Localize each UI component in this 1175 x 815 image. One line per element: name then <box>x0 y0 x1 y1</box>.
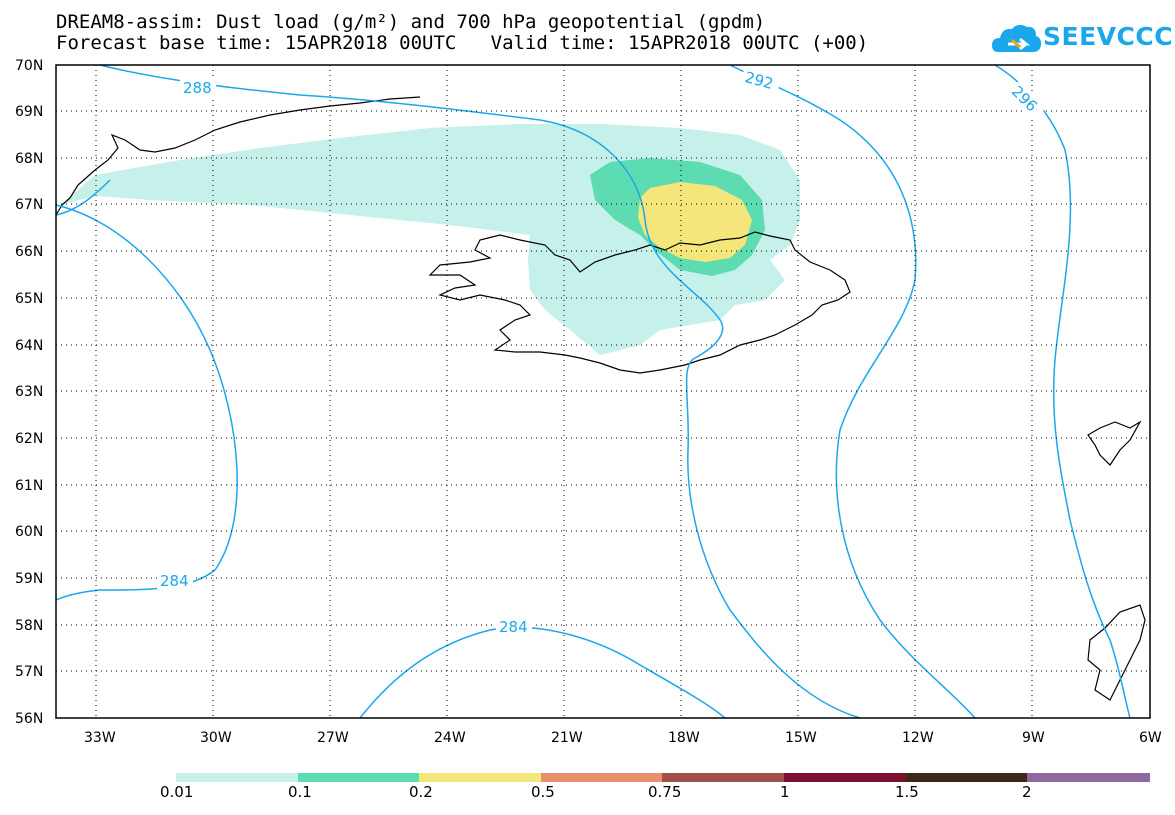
colorbar-swatch <box>1027 773 1150 782</box>
lat-label: 60N <box>15 524 43 540</box>
lat-label: 68N <box>15 151 43 167</box>
colorbar-swatch <box>176 773 298 782</box>
lon-label: 27W <box>317 730 349 746</box>
logo-text: SEEVCCC <box>1043 22 1174 51</box>
contour-296 <box>994 64 1131 719</box>
geopotential-contours <box>55 64 1131 719</box>
lat-label: 62N <box>15 431 43 447</box>
lat-label: 64N <box>15 338 43 354</box>
lon-label: 12W <box>902 730 934 746</box>
colorbar-swatch <box>419 773 541 782</box>
colorbar-label: 0.5 <box>531 783 555 801</box>
lat-label: 58N <box>15 618 43 634</box>
lon-label: 18W <box>668 730 700 746</box>
lon-label: 30W <box>200 730 232 746</box>
faroe-islands <box>1087 420 1142 466</box>
colorbar-swatch <box>784 773 906 782</box>
contour-292 <box>729 64 976 719</box>
colorbar-swatch <box>906 773 1027 782</box>
title-line-2: Forecast base time: 15APR2018 00UTC Vali… <box>56 32 869 54</box>
lat-label: 63N <box>15 384 43 400</box>
map-frame <box>55 64 1151 719</box>
colorbar-swatch <box>541 773 662 782</box>
lat-label: 61N <box>15 478 43 494</box>
dust-load-shading <box>60 124 800 355</box>
contour-288 <box>55 64 861 719</box>
colorbar-swatch <box>298 773 419 782</box>
cloud-logo-icon <box>992 24 1042 52</box>
title-line-1: DREAM8-assim: Dust load (g/m²) and 700 h… <box>56 11 766 33</box>
colorbar-label: 1.5 <box>895 783 919 801</box>
lat-label: 65N <box>15 291 43 307</box>
lon-label: 33W <box>84 730 116 746</box>
contour-label-292: 292 <box>743 68 775 93</box>
longitude-labels: 33W 30W 27W 24W 21W 18W 15W 12W 9W 6W <box>84 730 1162 746</box>
lat-label: 56N <box>15 711 43 727</box>
lon-label: 9W <box>1022 730 1045 746</box>
lat-label: 70N <box>15 58 43 74</box>
coastline <box>55 96 1146 701</box>
colorbar-swatch <box>662 773 784 782</box>
colorbar-label: 0.75 <box>648 783 682 801</box>
lon-label: 24W <box>434 730 466 746</box>
contour-label-284-south: 284 <box>499 618 528 636</box>
lat-label: 66N <box>15 244 43 260</box>
lat-label: 67N <box>15 197 43 213</box>
contour-label-284-west: 284 <box>160 572 189 590</box>
lat-label: 57N <box>15 664 43 680</box>
iceland-coast <box>428 231 851 374</box>
scotland-coast <box>1087 604 1146 701</box>
lon-label: 6W <box>1139 730 1162 746</box>
contour-284-west <box>55 204 238 601</box>
latitude-labels: 70N 69N 68N 67N 66N 65N 64N 63N 62N 61N … <box>15 58 43 727</box>
lon-label: 21W <box>551 730 583 746</box>
colorbar-label: 0.01 <box>160 783 194 801</box>
lat-label: 69N <box>15 104 43 120</box>
lat-label: 59N <box>15 571 43 587</box>
colorbar-label: 0.1 <box>288 783 312 801</box>
contour-284-south <box>359 626 726 719</box>
colorbar-label: 2 <box>1022 783 1032 801</box>
greenland-coast <box>55 96 421 216</box>
colorbar-label: 0.2 <box>409 783 433 801</box>
lon-label: 15W <box>785 730 817 746</box>
contour-label-288: 288 <box>183 79 212 97</box>
dust-level-0.2 <box>638 182 752 262</box>
colorbar-label: 1 <box>780 783 790 801</box>
